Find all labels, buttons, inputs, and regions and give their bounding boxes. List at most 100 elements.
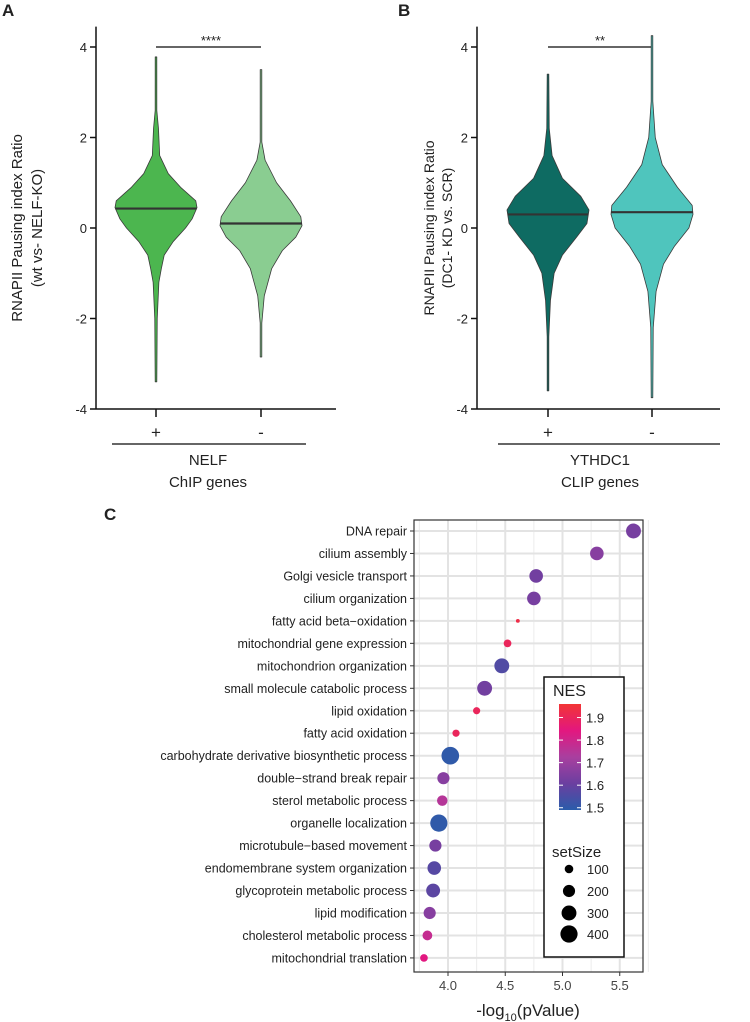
data-point bbox=[452, 729, 460, 737]
data-point bbox=[430, 814, 448, 832]
data-point bbox=[590, 546, 604, 561]
x-tick-label: 4.5 bbox=[496, 978, 514, 993]
data-point bbox=[473, 707, 481, 715]
term-label: fatty acid oxidation bbox=[303, 727, 407, 741]
term-label: cilium organization bbox=[303, 592, 407, 606]
violin-minus bbox=[219, 69, 303, 358]
data-point bbox=[426, 883, 441, 898]
data-point bbox=[429, 839, 442, 852]
panel-b-violin-plot: B RNAPII Pausing index Ratio (DC1- KD vs… bbox=[398, 1, 720, 491]
y-tick-label: -2 bbox=[75, 312, 87, 327]
data-point bbox=[437, 795, 448, 806]
data-point bbox=[503, 639, 512, 648]
size-legend-label: 300 bbox=[587, 906, 609, 921]
plot-border bbox=[413, 519, 644, 973]
term-label: microtubule−based movement bbox=[239, 839, 407, 853]
data-point bbox=[515, 618, 520, 623]
x-axis-label-subscript: 10 bbox=[505, 1012, 517, 1022]
violin-plus bbox=[114, 56, 198, 383]
y-tick-label: -2 bbox=[456, 312, 468, 327]
x-tick-label: 5.5 bbox=[611, 978, 629, 993]
y-tick-label: 0 bbox=[461, 221, 468, 236]
x-tick-label-minus: - bbox=[649, 423, 655, 442]
term-label: lipid modification bbox=[315, 906, 407, 920]
y-tick-label: -4 bbox=[456, 402, 468, 417]
legend-box bbox=[543, 676, 625, 958]
data-point bbox=[420, 954, 428, 962]
term-label: double−strand break repair bbox=[257, 772, 407, 786]
significance-label: ** bbox=[595, 33, 605, 48]
x-axis-label-suffix: (pValue) bbox=[517, 1001, 580, 1020]
term-label: mitochondrial translation bbox=[272, 951, 408, 965]
x-axis-label: -log10(pValue) bbox=[476, 1001, 580, 1022]
term-label: cholesterol metabolic process bbox=[242, 929, 407, 943]
data-point bbox=[494, 658, 510, 674]
x-tick-label-minus: - bbox=[258, 423, 264, 442]
panel-label-c: C bbox=[104, 505, 116, 524]
term-label: cilium assembly bbox=[319, 547, 408, 561]
size-legend-dot bbox=[562, 884, 576, 898]
term-label: sterol metabolic process bbox=[272, 794, 407, 808]
data-point bbox=[477, 680, 493, 696]
violin-plus bbox=[506, 73, 590, 392]
x-tick-label: 5.0 bbox=[553, 978, 571, 993]
legend-size-title: setSize bbox=[552, 844, 601, 861]
group-label-line1: NELF bbox=[189, 452, 227, 469]
term-label: lipid oxidation bbox=[331, 704, 407, 718]
significance-label: **** bbox=[201, 33, 221, 48]
y-tick-label: 4 bbox=[461, 40, 468, 55]
panel-a-violin-plot: A RNAPII Pausing index Ratio (wt vs- NEL… bbox=[2, 1, 336, 491]
x-tick-label-plus: + bbox=[151, 423, 161, 442]
data-point bbox=[529, 569, 543, 583]
term-label: mitochondrion organization bbox=[257, 659, 407, 673]
data-point bbox=[423, 906, 436, 920]
term-label: organelle localization bbox=[290, 817, 407, 831]
term-label: carbohydrate derivative biosynthetic pro… bbox=[160, 749, 407, 763]
y-tick-label: 4 bbox=[80, 40, 87, 55]
term-label: Golgi vesicle transport bbox=[283, 569, 407, 583]
y-tick-label: 0 bbox=[80, 221, 87, 236]
y-axis-label-line2: (DC1- KD vs. SCR) bbox=[439, 168, 455, 289]
term-label: fatty acid beta−oxidation bbox=[272, 614, 407, 628]
y-tick-label: 2 bbox=[80, 131, 87, 146]
term-label: mitochondrial gene expression bbox=[237, 637, 407, 651]
panel-label-b: B bbox=[398, 1, 410, 20]
term-label: small molecule catabolic process bbox=[224, 682, 407, 696]
y-tick-label: -4 bbox=[75, 402, 87, 417]
group-label-line2: ChIP genes bbox=[169, 474, 247, 491]
nes-colorbar bbox=[559, 704, 581, 810]
panel-label-a: A bbox=[2, 1, 14, 20]
x-axis-label-prefix: -log bbox=[476, 1001, 504, 1020]
legend-color-title: NES bbox=[553, 683, 586, 700]
group-label-line1: YTHDC1 bbox=[570, 452, 630, 469]
term-label: glycoprotein metabolic process bbox=[235, 884, 407, 898]
size-legend-dot bbox=[564, 864, 574, 874]
y-axis-label-line1: RNAPII Pausing index Ratio bbox=[421, 140, 437, 315]
colorbar-label: 1.6 bbox=[586, 778, 604, 793]
data-point bbox=[441, 746, 460, 765]
y-tick-label: 2 bbox=[461, 131, 468, 146]
size-legend-dot bbox=[561, 905, 577, 921]
colorbar-label: 1.8 bbox=[586, 733, 604, 748]
data-point bbox=[626, 523, 641, 539]
colorbar-label: 1.5 bbox=[586, 801, 604, 816]
size-legend-label: 400 bbox=[587, 927, 609, 942]
term-label: endomembrane system organization bbox=[205, 862, 407, 876]
violin-minus bbox=[610, 35, 694, 399]
x-tick-label-plus: + bbox=[543, 423, 553, 442]
colorbar-label: 1.7 bbox=[586, 756, 604, 771]
data-point bbox=[427, 861, 442, 875]
term-label: DNA repair bbox=[346, 525, 407, 539]
size-legend-label: 100 bbox=[587, 862, 609, 877]
group-label-line2: CLIP genes bbox=[561, 474, 639, 491]
size-legend-dot bbox=[560, 925, 578, 943]
panel-c-dot-plot: C -log10(pValue) DNA repair cilium assemb… bbox=[104, 505, 649, 1022]
y-axis-label-line2: (wt vs- NELF-KO) bbox=[29, 169, 46, 287]
x-tick-label: 4.0 bbox=[439, 978, 457, 993]
data-point bbox=[527, 591, 541, 606]
y-axis-label-line1: RNAPII Pausing index Ratio bbox=[9, 134, 26, 322]
colorbar-label: 1.9 bbox=[586, 711, 604, 726]
size-legend-label: 200 bbox=[587, 884, 609, 899]
